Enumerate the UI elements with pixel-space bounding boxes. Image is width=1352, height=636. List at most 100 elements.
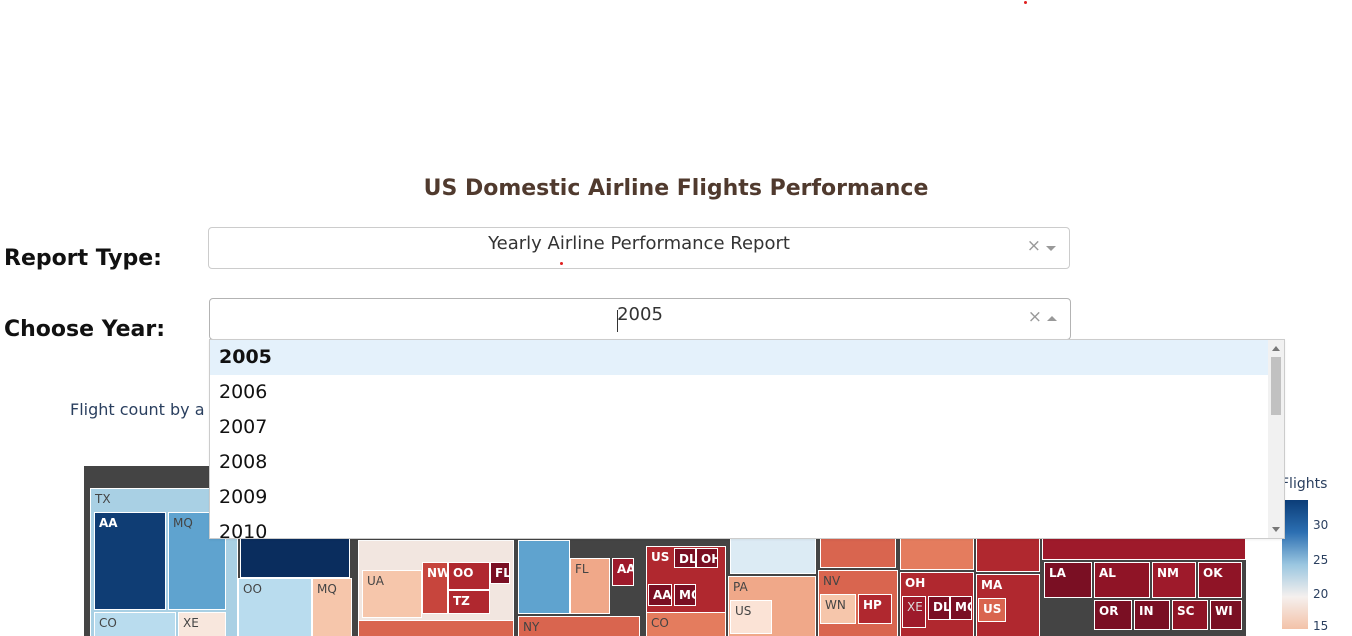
tile-label: US bbox=[983, 602, 1002, 616]
tile-label: OK bbox=[1203, 566, 1223, 580]
treemap-tile[interactable]: OH bbox=[696, 548, 718, 568]
treemap-tile[interactable] bbox=[1042, 536, 1246, 560]
treemap-tile[interactable]: US bbox=[978, 598, 1006, 622]
treemap-tile[interactable]: XE bbox=[178, 612, 226, 636]
tile-label: OO bbox=[453, 566, 474, 580]
treemap-tile[interactable] bbox=[820, 536, 896, 568]
scrollbar-thumb[interactable] bbox=[1271, 357, 1281, 415]
tile-label: WN bbox=[825, 598, 846, 612]
red-dot-marker bbox=[560, 262, 563, 265]
treemap-tile[interactable]: IN bbox=[1134, 600, 1170, 630]
scroll-down-icon[interactable] bbox=[1272, 527, 1280, 532]
treemap-tile[interactable]: OO bbox=[448, 562, 490, 590]
clear-icon[interactable]: × bbox=[1026, 236, 1041, 256]
tile-label: FL bbox=[495, 566, 510, 580]
tile-label: NV bbox=[823, 574, 841, 588]
year-dropdown[interactable]: 2005 × bbox=[209, 298, 1071, 340]
clear-icon[interactable]: × bbox=[1027, 307, 1042, 327]
tile-label: OH bbox=[701, 552, 717, 566]
tile-label: TX bbox=[95, 492, 111, 506]
tile-label: MQ bbox=[317, 582, 337, 596]
year-option[interactable]: 2010 bbox=[219, 521, 268, 539]
treemap-tile[interactable]: UA bbox=[362, 570, 422, 618]
tile-label: XE bbox=[907, 600, 923, 614]
treemap-tile[interactable]: DL bbox=[928, 596, 950, 620]
tile-label: US bbox=[735, 604, 752, 618]
tile-label: AA bbox=[653, 588, 672, 602]
treemap-tile[interactable] bbox=[900, 536, 974, 570]
treemap-tile[interactable]: AA bbox=[94, 512, 166, 610]
tile-label: MQ bbox=[679, 588, 695, 602]
treemap-tile[interactable] bbox=[730, 536, 816, 574]
menu-scrollbar[interactable] bbox=[1268, 340, 1284, 538]
treemap-tile[interactable] bbox=[358, 620, 514, 636]
chevron-down-icon[interactable] bbox=[1046, 246, 1056, 251]
tile-label: IN bbox=[1139, 604, 1154, 618]
tile-label: UA bbox=[367, 574, 384, 588]
tile-label: CO bbox=[651, 616, 669, 630]
treemap-tile[interactable]: AA bbox=[612, 558, 634, 586]
treemap-tile[interactable]: OR bbox=[1094, 600, 1132, 630]
tile-label: AA bbox=[617, 562, 634, 576]
year-option[interactable]: 2006 bbox=[219, 381, 268, 403]
tile-label: WI bbox=[1215, 604, 1233, 618]
tile-label: MQ bbox=[173, 516, 193, 530]
treemap-tile[interactable]: CO bbox=[94, 612, 176, 636]
tile-label: MA bbox=[981, 578, 1003, 592]
treemap-tile[interactable]: HP bbox=[858, 594, 892, 624]
colorbar-tick: 25 bbox=[1313, 553, 1329, 567]
treemap-tile[interactable]: NW bbox=[422, 562, 448, 614]
tile-label: OR bbox=[1099, 604, 1119, 618]
treemap-tile[interactable]: FL bbox=[490, 562, 510, 584]
tile-label: PA bbox=[733, 580, 748, 594]
treemap-tile[interactable] bbox=[518, 540, 570, 614]
page-title: US Domestic Airline Flights Performance bbox=[423, 176, 929, 201]
tile-label: FL bbox=[575, 562, 589, 576]
report-type-label: Report Type: bbox=[4, 246, 162, 271]
treemap-tile[interactable]: MQ bbox=[674, 584, 696, 606]
tile-label: MQ bbox=[955, 600, 971, 614]
treemap-tile[interactable]: DL bbox=[674, 548, 696, 568]
tile-label: US bbox=[651, 550, 670, 564]
choose-year-label: Choose Year: bbox=[4, 317, 166, 342]
tile-label: OO bbox=[243, 582, 262, 596]
tile-label: XE bbox=[183, 616, 199, 630]
year-option[interactable]: 2008 bbox=[219, 451, 268, 473]
year-option[interactable]: 2009 bbox=[219, 486, 268, 508]
chevron-up-icon[interactable] bbox=[1047, 316, 1057, 321]
treemap-tile[interactable]: NY bbox=[518, 616, 640, 636]
year-option[interactable]: 2005 bbox=[210, 340, 1284, 375]
scroll-up-icon[interactable] bbox=[1272, 346, 1280, 351]
treemap-tile[interactable]: MQ bbox=[312, 578, 352, 636]
year-option[interactable]: 2007 bbox=[219, 416, 268, 438]
treemap-tile[interactable] bbox=[976, 536, 1040, 572]
tile-label: DL bbox=[679, 552, 696, 566]
treemap-tile[interactable]: OK bbox=[1198, 562, 1242, 598]
tile-label: AA bbox=[99, 516, 118, 530]
colorbar-title: Flights bbox=[1281, 476, 1328, 492]
tile-label: CO bbox=[99, 616, 117, 630]
treemap-tile[interactable]: TZ bbox=[448, 590, 490, 614]
tile-label: DL bbox=[933, 600, 950, 614]
text-cursor bbox=[617, 310, 618, 332]
treemap-tile[interactable]: AA bbox=[648, 584, 672, 606]
treemap-tile[interactable]: WN bbox=[820, 594, 856, 624]
tile-label: TZ bbox=[453, 594, 470, 608]
treemap-tile[interactable]: CO bbox=[646, 612, 726, 636]
colorbar-tick: 30 bbox=[1313, 518, 1329, 532]
treemap-tile[interactable]: WI bbox=[1210, 600, 1242, 630]
treemap-tile[interactable]: SC bbox=[1172, 600, 1208, 630]
treemap-tile[interactable]: OO bbox=[238, 578, 312, 636]
tile-label: OH bbox=[905, 576, 926, 590]
treemap-tile[interactable]: NM bbox=[1152, 562, 1196, 598]
treemap-tile[interactable]: LA bbox=[1044, 562, 1092, 598]
report-type-dropdown[interactable]: Yearly Airline Performance Report × bbox=[208, 227, 1070, 269]
year-dropdown-menu[interactable]: 2005 2006 2007 2008 2009 2010 bbox=[209, 339, 1285, 539]
report-type-value: Yearly Airline Performance Report bbox=[488, 233, 790, 254]
tile-label: AL bbox=[1099, 566, 1116, 580]
treemap-tile[interactable]: FL bbox=[570, 558, 610, 614]
treemap-tile[interactable]: AL bbox=[1094, 562, 1150, 598]
treemap-tile[interactable]: XE bbox=[902, 596, 926, 628]
treemap-tile[interactable]: MQ bbox=[950, 596, 972, 620]
red-dot-marker bbox=[1024, 1, 1027, 4]
